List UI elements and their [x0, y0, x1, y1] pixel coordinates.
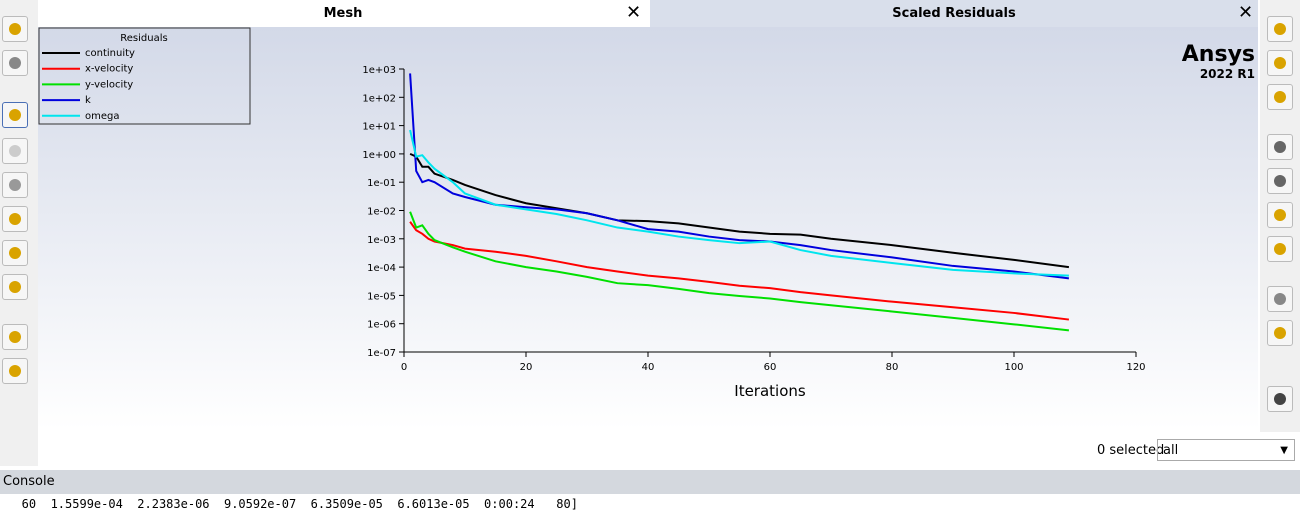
right-toolbar [1260, 0, 1300, 432]
left-toolbar [0, 0, 38, 466]
legend-label: x-velocity [85, 64, 133, 75]
tool-zoom-box[interactable] [2, 240, 28, 266]
x-tick-label: 40 [642, 362, 655, 373]
y-tick-label: 1e-02 [367, 207, 396, 218]
legend-label: k [85, 95, 91, 106]
filter-dropdown[interactable]: all ▼ [1157, 439, 1295, 461]
tool-select[interactable] [2, 102, 28, 128]
y-tick-label: 1e-07 [367, 348, 396, 359]
x-tick-label: 20 [520, 362, 533, 373]
close-button[interactable]: ✕ [1238, 2, 1254, 23]
dropdown-value: all [1163, 443, 1179, 458]
tool-pan[interactable] [2, 172, 28, 198]
series-line [409, 73, 1070, 280]
close-button[interactable]: ✕ [626, 2, 642, 23]
x-tick-label: 80 [886, 362, 899, 373]
console-title: Console [3, 474, 55, 489]
y-tick-label: 1e+00 [362, 150, 396, 161]
console-line: 60 1.5599e-04 2.2383e-06 9.0592e-07 6.35… [0, 497, 578, 511]
y-tick-label: 1e+02 [362, 93, 396, 104]
tool-4[interactable] [1267, 134, 1293, 160]
tool-rotate[interactable] [2, 138, 28, 164]
tool-zoom-out[interactable] [2, 358, 28, 384]
x-tick-label: 100 [1004, 362, 1023, 373]
y-tick-label: 1e+01 [362, 122, 396, 133]
tool-10[interactable] [1267, 386, 1293, 412]
legend-label: y-velocity [85, 79, 133, 90]
series-line [409, 211, 1070, 332]
tab-title: Scaled Residuals [892, 6, 1016, 21]
tool-9[interactable] [1267, 320, 1293, 346]
console-header: Console [0, 470, 1300, 494]
y-tick-label: 1e+03 [362, 65, 396, 76]
tab-title: Mesh [323, 6, 363, 21]
logo-version: 2022 R1 [1200, 67, 1255, 81]
tool-mesh[interactable] [2, 16, 28, 42]
x-tick-label: 0 [401, 362, 407, 373]
x-tick-label: 120 [1126, 362, 1145, 373]
tool-fit[interactable] [2, 324, 28, 350]
legend-title: Residuals [120, 33, 167, 44]
y-tick-label: 1e-03 [367, 235, 396, 246]
legend-box [38, 27, 251, 125]
tool-3[interactable] [1267, 84, 1293, 110]
tool-info[interactable] [2, 274, 28, 300]
tool-view[interactable] [2, 50, 28, 76]
y-tick-label: 1e-01 [367, 178, 396, 189]
mesh-tab[interactable]: Mesh [38, 0, 648, 27]
x-axis-label: Iterations [734, 382, 806, 400]
y-tick-label: 1e-04 [367, 263, 396, 274]
tool-7[interactable] [1267, 236, 1293, 262]
tool-1[interactable] [1267, 16, 1293, 42]
x-tick-label: 60 [764, 362, 777, 373]
tool-zoom[interactable] [2, 206, 28, 232]
legend-label: omega [85, 111, 120, 122]
tool-2[interactable] [1267, 50, 1293, 76]
tool-8[interactable] [1267, 286, 1293, 312]
selection-count: 0 selected [1097, 443, 1165, 458]
residuals-tab[interactable]: Scaled Residuals [650, 0, 1258, 27]
tool-6[interactable] [1267, 202, 1293, 228]
y-tick-label: 1e-06 [367, 320, 396, 331]
plot-panel: 1e-07 1e-06 1e-05 1e-04 1e-03 1e-02 1e-01 1e+00… [38, 27, 1258, 430]
legend-label: continuity [85, 48, 135, 59]
logo-brand: Ansys [1182, 42, 1255, 67]
series-line [409, 129, 1069, 277]
series-line [409, 221, 1070, 321]
y-tick-label: 1e-05 [367, 291, 396, 302]
tool-5[interactable] [1267, 168, 1293, 194]
